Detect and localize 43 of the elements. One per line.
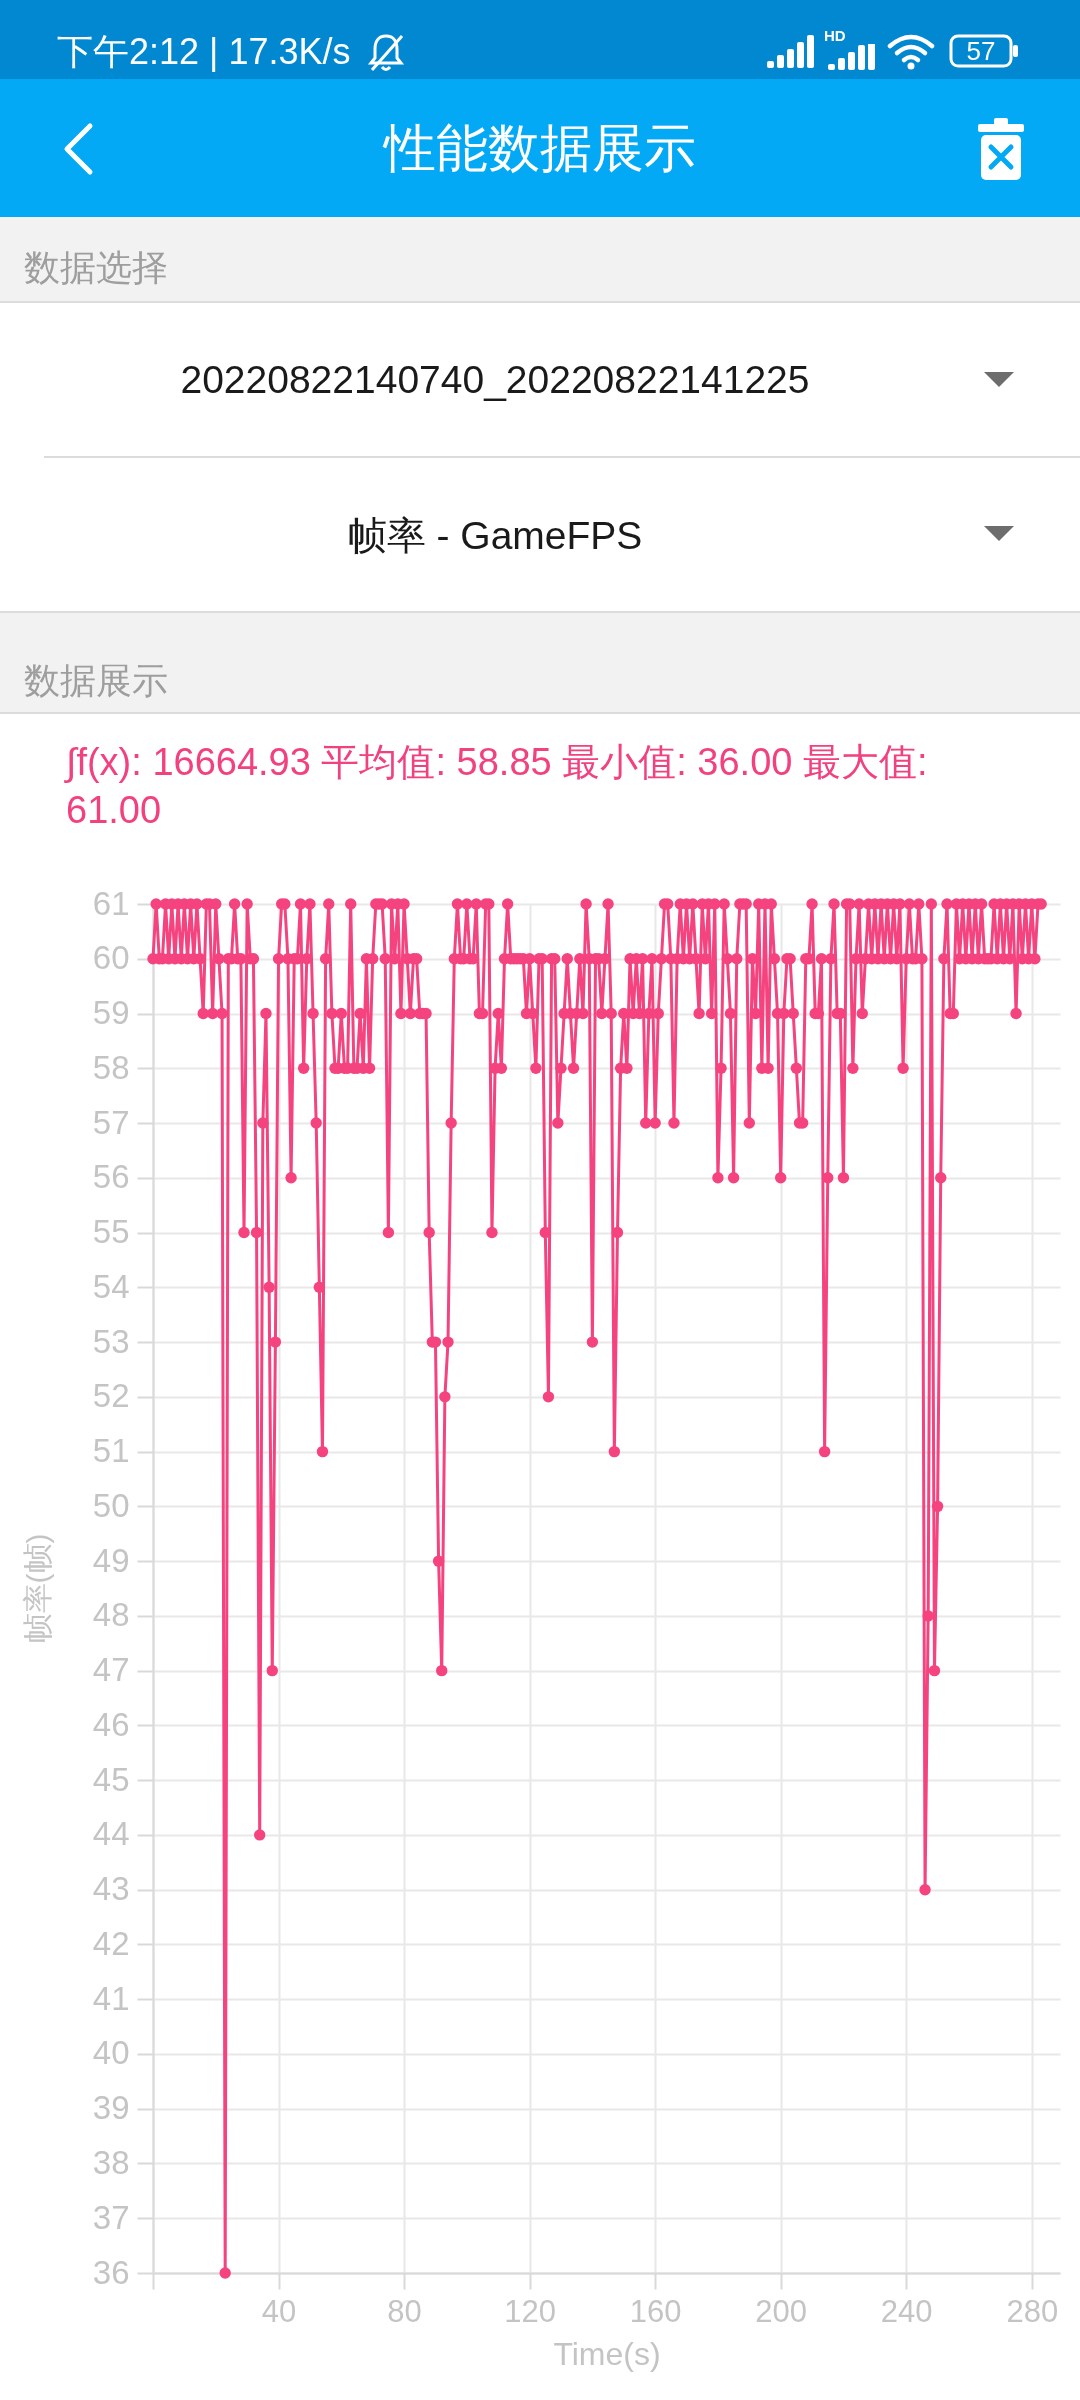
y-tick-label: 53: [92, 1322, 130, 1360]
text: 数据展示: [24, 659, 168, 703]
x-tick-label: 80: [387, 2293, 422, 2329]
y-tick-label: 47: [92, 1651, 130, 1689]
y-tick-label: 51: [92, 1432, 130, 1470]
text: ∫f(x): 16664.93 平均值: 58.85 最小值: 36.00 最大值: 61.00: [66, 740, 929, 833]
y-tick-label: 48: [92, 1596, 130, 1634]
chart-title: 性能数据展示: [0, 79, 1080, 217]
y-tick-label: 59: [92, 994, 130, 1032]
text: HD: [824, 27, 846, 44]
x-tick-label: 160: [629, 2293, 682, 2329]
y-tick-label: 44: [92, 1815, 130, 1853]
text: 20220822140740_20220822141225: [179, 357, 811, 403]
x-tick-label: 280: [1006, 2293, 1059, 2329]
y-tick-label: 36: [92, 2253, 130, 2291]
y-tick-label: 38: [92, 2143, 130, 2181]
y-tick-label: 61: [92, 884, 130, 922]
x-axis-title: Time(s): [553, 2335, 661, 2372]
y-tick-label: 49: [92, 1541, 130, 1579]
text: 数据选择: [24, 246, 168, 290]
text: 帧率 - GameFPS: [346, 513, 644, 559]
text: 下午2:12 | 17.3K/s: [57, 30, 351, 74]
y-tick-label: 43: [92, 1870, 130, 1908]
y-tick-label: 45: [92, 1760, 130, 1798]
x-tick-label: 40: [261, 2293, 297, 2329]
y-axis-title: 帧率(帧): [20, 1533, 54, 1644]
y-tick-label: 42: [92, 1924, 130, 1962]
y-tick-label: 57: [92, 1103, 130, 1141]
x-tick-label: 120: [504, 2293, 556, 2329]
y-tick-label: 58: [92, 1048, 130, 1086]
y-tick-label: 50: [92, 1486, 130, 1524]
y-tick-label: 60: [92, 939, 130, 977]
y-tick-label: 54: [92, 1267, 130, 1305]
y-tick-label: 37: [92, 2198, 130, 2236]
y-tick-label: 39: [92, 2089, 130, 2127]
x-tick-label: 200: [755, 2293, 808, 2329]
y-tick-label: 46: [92, 1705, 130, 1743]
y-tick-label: 41: [92, 1979, 130, 2017]
y-tick-label: 55: [92, 1213, 130, 1251]
y-tick-label: 40: [92, 2034, 130, 2072]
x-tick-label: 240: [880, 2293, 933, 2329]
y-tick-label: 56: [92, 1158, 130, 1196]
y-tick-label: 52: [92, 1377, 130, 1415]
